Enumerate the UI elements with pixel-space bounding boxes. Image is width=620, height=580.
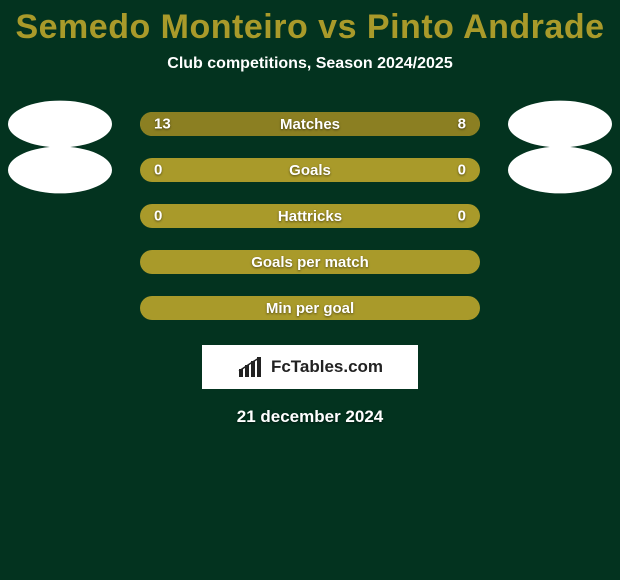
stat-value-left: 0 (154, 162, 162, 179)
stat-value-left: 13 (154, 116, 171, 133)
stat-row: Goals per match (0, 239, 620, 285)
stat-row: Min per goal (0, 285, 620, 331)
stat-row: 0 Goals 0 (0, 147, 620, 193)
stat-pill: 13 Matches 8 (140, 112, 480, 136)
bar-chart-icon (237, 355, 265, 379)
stat-pill: 0 Goals 0 (140, 158, 480, 182)
stat-rows: 13 Matches 8 0 Goals 0 0 Hattricks 0 Goals per ma… (0, 101, 620, 331)
stat-label: Goals per match (251, 254, 369, 271)
stat-row: 0 Hattricks 0 (0, 193, 620, 239)
player-avatar-left (8, 101, 112, 148)
stat-value-right: 0 (458, 162, 466, 179)
player-avatar-right (508, 101, 612, 148)
logo-box: FcTables.com (202, 345, 418, 389)
stat-pill: Min per goal (140, 296, 480, 320)
logo-text: FcTables.com (271, 357, 383, 377)
stat-pill: 0 Hattricks 0 (140, 204, 480, 228)
stat-label: Goals (289, 162, 331, 179)
stat-label: Min per goal (266, 300, 354, 317)
stat-value-right: 8 (458, 116, 466, 133)
player-avatar-left (8, 147, 112, 194)
stat-label: Hattricks (278, 208, 342, 225)
date-text: 21 december 2024 (0, 407, 620, 427)
comparison-infographic: Semedo Monteiro vs Pinto Andrade Club co… (0, 0, 620, 580)
stat-pill: Goals per match (140, 250, 480, 274)
stat-label: Matches (280, 116, 340, 133)
page-subtitle: Club competitions, Season 2024/2025 (0, 55, 620, 73)
stat-value-left: 0 (154, 208, 162, 225)
player-avatar-right (508, 147, 612, 194)
stat-row: 13 Matches 8 (0, 101, 620, 147)
stat-value-right: 0 (458, 208, 466, 225)
page-title: Semedo Monteiro vs Pinto Andrade (0, 0, 620, 47)
